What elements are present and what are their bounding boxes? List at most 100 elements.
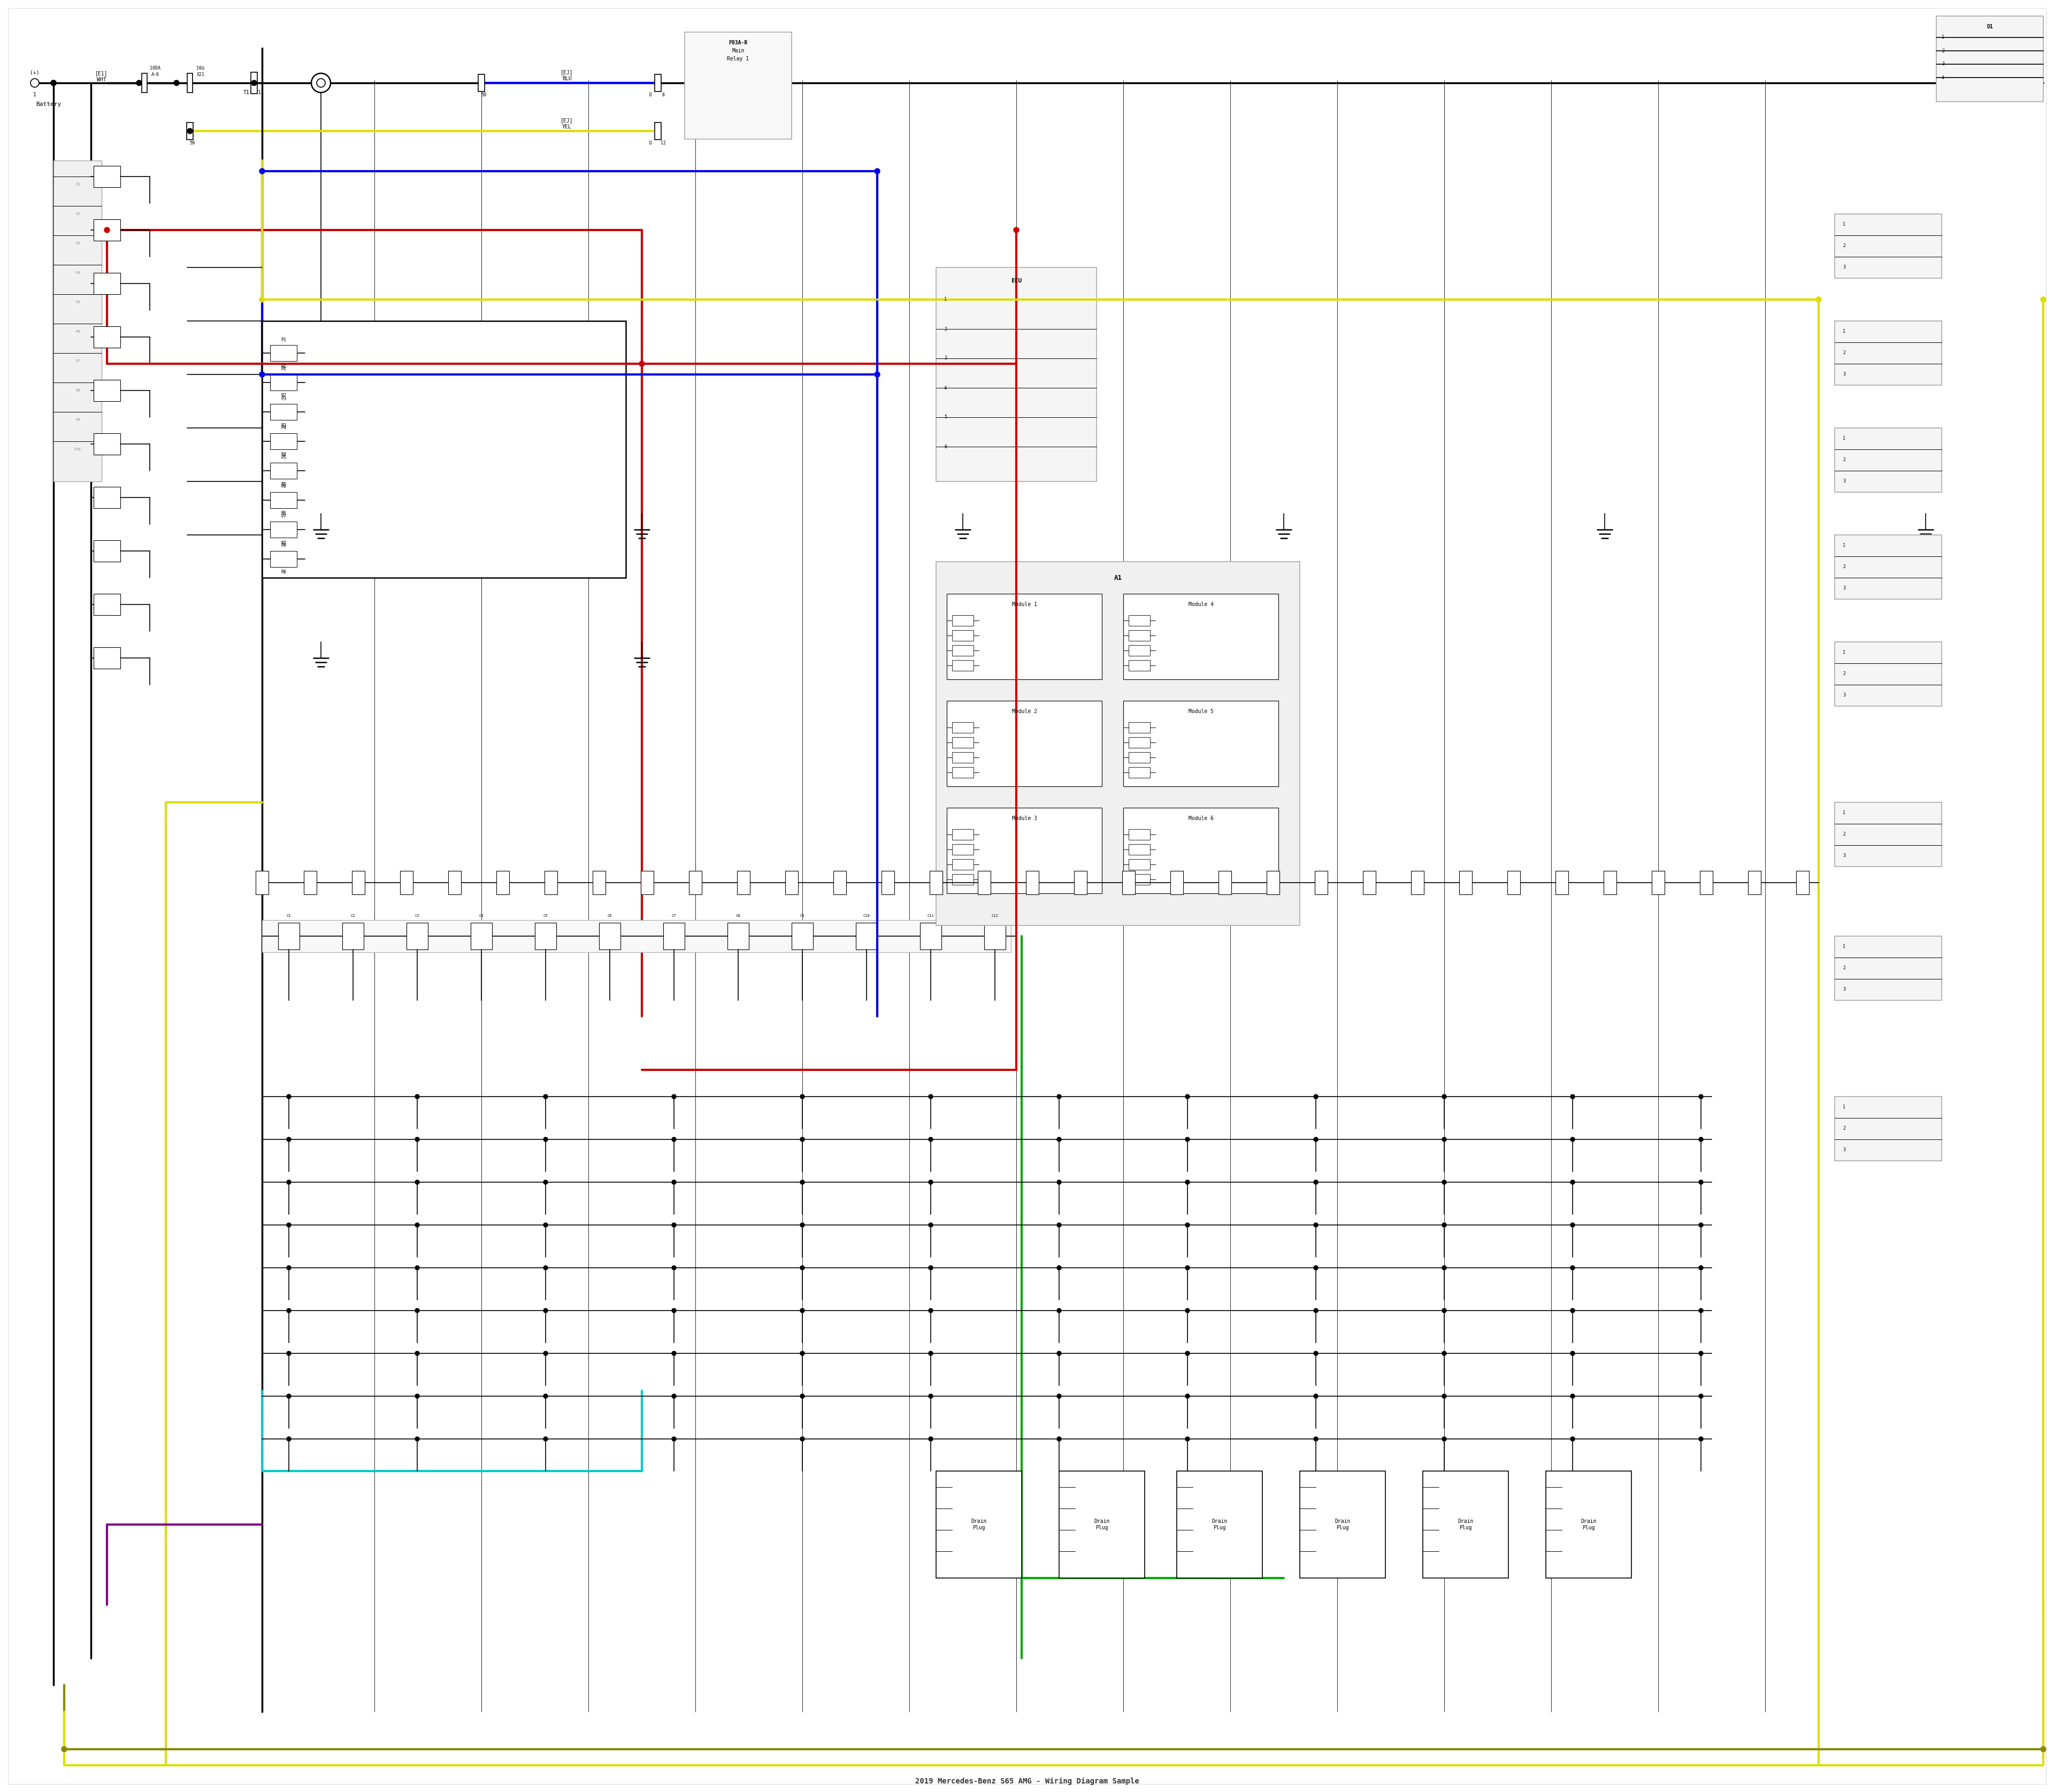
Circle shape — [1816, 297, 1822, 303]
Circle shape — [1315, 1265, 1319, 1271]
Circle shape — [288, 1222, 292, 1228]
Circle shape — [672, 1222, 676, 1228]
Text: P6: P6 — [281, 484, 286, 489]
Circle shape — [1315, 1181, 1319, 1185]
Bar — [1411, 871, 1423, 894]
Circle shape — [928, 1394, 933, 1398]
Bar — [448, 871, 460, 894]
Bar — [271, 462, 298, 478]
Bar — [953, 722, 974, 733]
Circle shape — [1571, 1181, 1575, 1185]
Circle shape — [544, 1265, 548, 1271]
Circle shape — [928, 1095, 933, 1098]
Bar — [684, 32, 791, 140]
Bar — [187, 122, 193, 140]
Text: Module 5: Module 5 — [1189, 710, 1214, 715]
Circle shape — [105, 228, 109, 233]
Circle shape — [1185, 1181, 1189, 1185]
Circle shape — [639, 360, 645, 366]
Circle shape — [288, 1138, 292, 1142]
Text: F03A-R: F03A-R — [729, 39, 748, 45]
Circle shape — [251, 81, 257, 86]
Text: C9: C9 — [801, 914, 805, 918]
Bar — [94, 487, 121, 509]
Bar — [94, 647, 121, 668]
Bar — [953, 874, 974, 885]
Bar — [920, 923, 941, 950]
Circle shape — [875, 168, 879, 174]
Bar — [1128, 659, 1150, 670]
Circle shape — [31, 79, 39, 88]
Bar — [271, 375, 298, 391]
Circle shape — [2040, 1747, 2046, 1753]
Circle shape — [544, 1351, 548, 1355]
Bar — [1364, 871, 1376, 894]
Bar — [1128, 722, 1150, 733]
Circle shape — [1185, 1138, 1189, 1142]
Circle shape — [1699, 1308, 1703, 1314]
Text: Module 4: Module 4 — [1189, 602, 1214, 607]
Circle shape — [1699, 1222, 1703, 1228]
Bar — [94, 167, 121, 186]
Bar — [1128, 830, 1150, 840]
Circle shape — [1442, 1351, 1446, 1355]
Bar — [187, 73, 193, 93]
Bar — [953, 645, 974, 656]
Bar — [1177, 1471, 1263, 1579]
Circle shape — [1699, 1437, 1703, 1441]
Bar — [271, 493, 298, 509]
Bar — [407, 923, 427, 950]
Text: X21: X21 — [197, 72, 205, 77]
Bar — [663, 923, 684, 950]
Text: Module 6: Module 6 — [1189, 815, 1214, 821]
Text: 2: 2 — [1842, 966, 1844, 971]
Bar — [1124, 593, 1278, 679]
Bar — [94, 380, 121, 401]
Circle shape — [415, 1265, 419, 1271]
Circle shape — [544, 1222, 548, 1228]
Bar — [1128, 631, 1150, 642]
Circle shape — [1315, 1222, 1319, 1228]
Bar — [1128, 615, 1150, 625]
Bar — [594, 871, 606, 894]
Text: F9: F9 — [76, 418, 80, 421]
Bar — [304, 871, 316, 894]
Bar — [271, 346, 298, 360]
Bar — [1267, 871, 1280, 894]
Bar — [94, 539, 121, 561]
Circle shape — [928, 1265, 933, 1271]
Circle shape — [51, 81, 55, 86]
Bar — [1074, 871, 1087, 894]
Circle shape — [928, 1308, 933, 1314]
Text: D1: D1 — [1986, 23, 1992, 29]
Text: Battery: Battery — [35, 102, 62, 108]
Text: 4: 4 — [1941, 75, 1945, 81]
Text: 59: 59 — [189, 140, 195, 145]
Circle shape — [288, 1265, 292, 1271]
Bar — [479, 73, 485, 91]
Circle shape — [415, 1138, 419, 1142]
Text: C3: C3 — [415, 914, 419, 918]
Bar — [947, 593, 1101, 679]
Text: 3: 3 — [1842, 694, 1844, 697]
Circle shape — [544, 1394, 548, 1398]
Circle shape — [415, 1437, 419, 1441]
Text: C4: C4 — [479, 914, 483, 918]
Text: F2: F2 — [76, 213, 80, 215]
Bar — [1060, 1471, 1144, 1579]
Bar — [1834, 321, 1941, 385]
Circle shape — [1058, 1181, 1062, 1185]
Circle shape — [1185, 1222, 1189, 1228]
Bar — [1834, 803, 1941, 867]
Circle shape — [415, 1308, 419, 1314]
Circle shape — [259, 371, 265, 376]
Circle shape — [1571, 1394, 1575, 1398]
Circle shape — [415, 1095, 419, 1098]
Text: C1: C1 — [288, 914, 292, 918]
Bar — [53, 161, 101, 482]
Bar — [1128, 753, 1150, 763]
Text: 2: 2 — [1842, 457, 1844, 462]
Circle shape — [544, 1308, 548, 1314]
Bar — [1834, 1097, 1941, 1161]
Bar — [791, 923, 813, 950]
